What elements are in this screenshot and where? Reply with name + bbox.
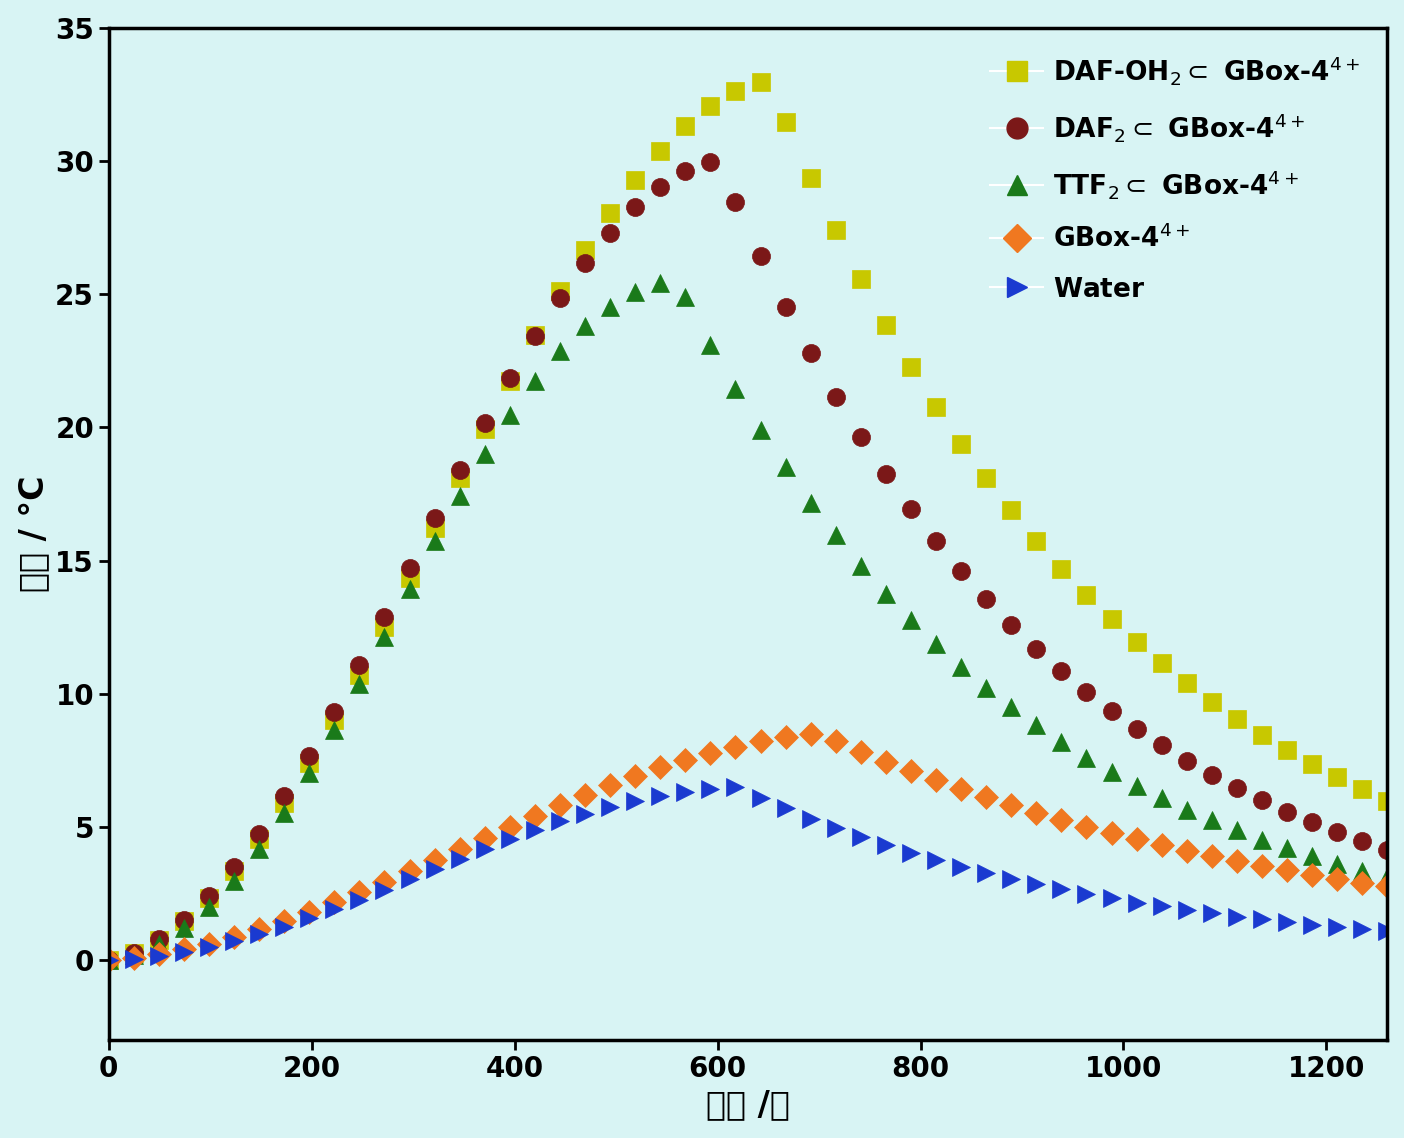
Legend: DAF-OH$_2$$\subset$ GBox-4$^{4+}$, DAF$_2$$\subset$ GBox-4$^{4+}$, TTF$_2$$\subs: DAF-OH$_2$$\subset$ GBox-4$^{4+}$, DAF$_…: [977, 41, 1375, 315]
Y-axis label: 温差 / °C: 温差 / °C: [17, 476, 49, 592]
X-axis label: 时间 /秒: 时间 /秒: [706, 1088, 790, 1121]
